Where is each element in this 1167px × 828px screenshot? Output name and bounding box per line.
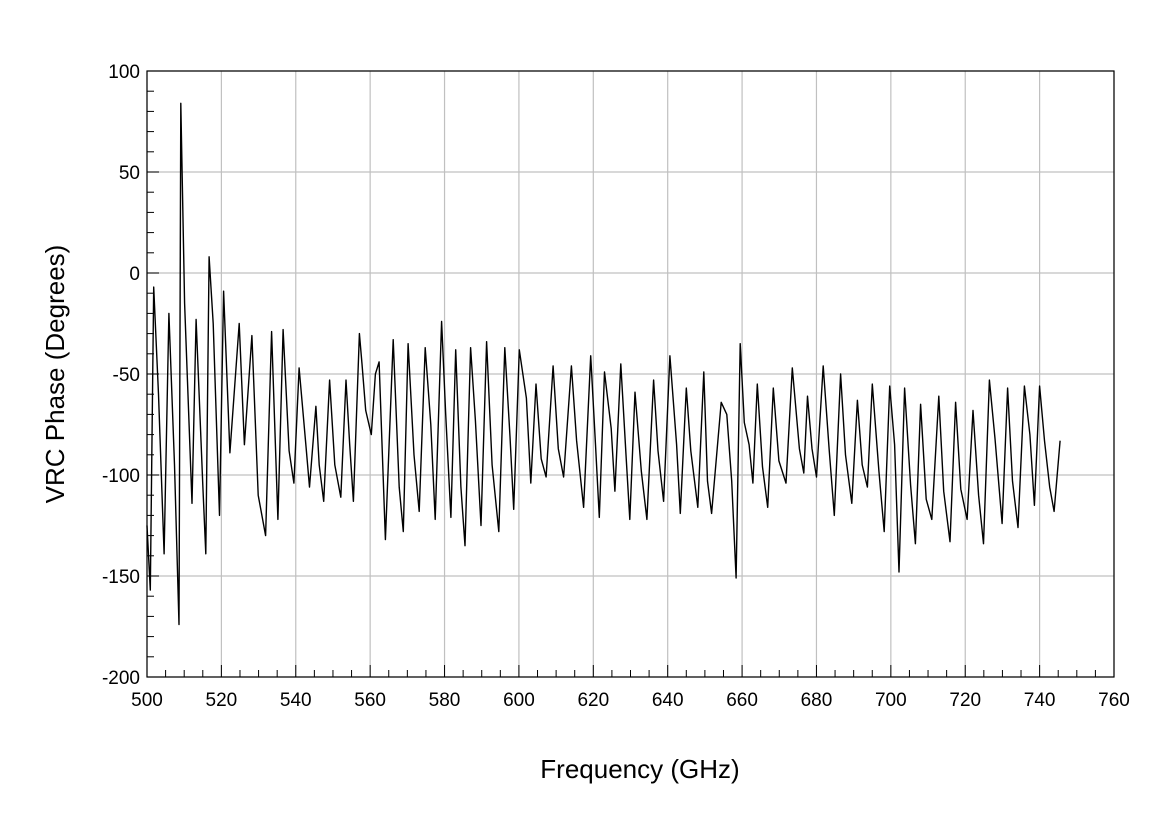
x-tick-labels: 500 520 540 560 580 600 620 640 660 680 700 720 740 7… [131,690,1130,711]
y-tick-label: -100 [102,466,140,487]
y-tick-label: 50 [119,163,140,184]
x-tick-label: 540 [280,690,312,711]
y-tick-label: -200 [102,668,140,689]
x-tick-label: 700 [875,690,907,711]
x-tick-label: 500 [131,690,163,711]
series-line-0 [146,102,1061,626]
y-tick-label: 0 [129,264,140,285]
y-axis-title: VRC Phase (Degrees) [40,245,70,504]
x-tick-label: 660 [726,690,758,711]
x-tick-label: 560 [354,690,386,711]
x-tick-label: 580 [429,690,461,711]
series-group [146,102,1061,626]
y-tick-label: -150 [102,567,140,588]
x-tick-label: 640 [652,690,684,711]
x-tick-label: 680 [801,690,833,711]
x-tick-label: 620 [577,690,609,711]
y-tick-labels: 100 50 0 -50 -100 -150 -200 [102,62,140,689]
x-tick-label: 740 [1024,690,1056,711]
x-tick-label: 720 [949,690,981,711]
x-tick-label: 520 [206,690,238,711]
x-tick-label: 760 [1098,690,1130,711]
x-tick-label: 600 [503,690,535,711]
y-tick-label: 100 [108,62,140,83]
x-axis-title: Frequency (GHz) [540,754,739,784]
plot-frame [146,70,1115,678]
y-tick-label: -50 [113,365,140,386]
